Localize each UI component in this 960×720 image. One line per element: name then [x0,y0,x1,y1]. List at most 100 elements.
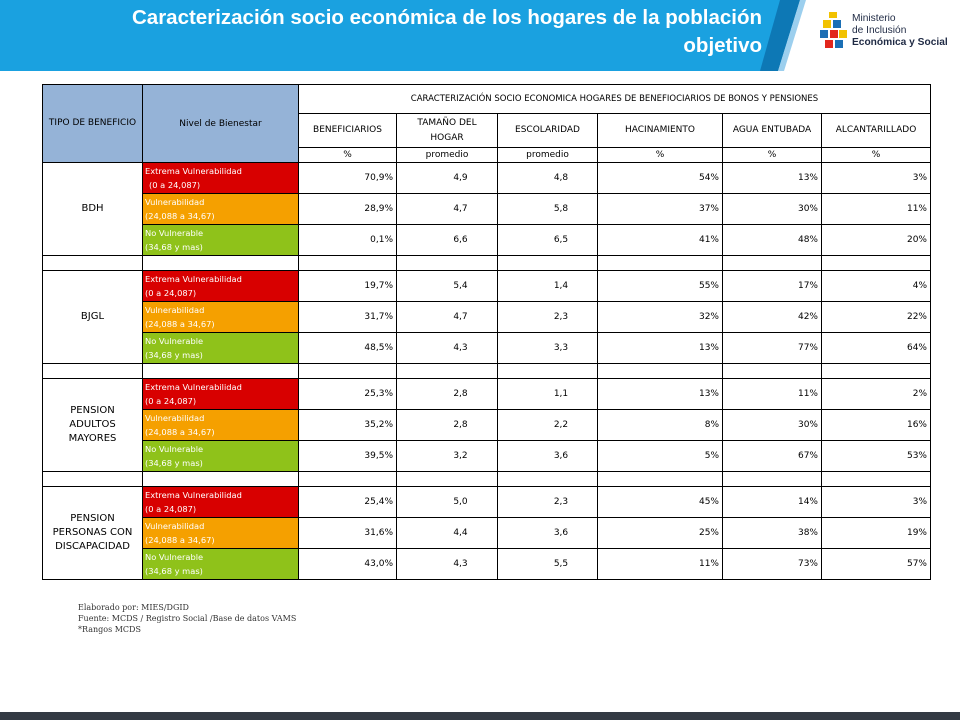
column-header-label: AGUA ENTUBADA [732,125,812,135]
wellbeing-level-range: (34,68 y mas) [145,350,203,360]
value-cell: 6,6 [396,224,498,256]
header-tipo-beneficio-label: TIPO DE BENEFICIO [48,118,137,128]
column-header-3: ESCOLARIDAD [497,113,598,148]
benefit-type-cell: BDH [42,162,143,256]
value-cell: 3,3 [497,332,598,364]
wellbeing-level-range: (34,68 y mas) [145,242,203,252]
wellbeing-level-cell: No Vulnerable (34,68 y mas) [142,224,299,256]
spacer-cell [142,363,299,379]
spacer-cell [722,255,822,271]
value-cell: 53% [821,440,931,472]
value-cell: 4,7 [396,301,498,333]
value-cell: 48% [722,224,822,256]
value-cell: 5,4 [396,270,498,302]
wellbeing-level-name: Extrema Vulnerabilidad [145,274,242,284]
value-cell: 5% [597,440,723,472]
spacer-cell [298,363,397,379]
wellbeing-level-cell: Vulnerabilidad (24,088 a 34,67) [142,409,299,441]
column-header-5: AGUA ENTUBADA [722,113,822,148]
value-cell: 13% [597,332,723,364]
value-cell: 11% [597,548,723,580]
table-row: No Vulnerable (34,68 y mas) 39,5% 3,2 3,6 5% 6… [43,440,931,472]
header-group: CARACTERIZACIÓN SOCIO ECONOMICA HOGARES … [298,84,931,114]
header-nivel-bienestar-label: Nivel de Bienestar [179,118,262,129]
source-notes: Elaborado por: MIES/DGID Fuente: MCDS / … [78,602,296,635]
logo-line2: de Inclusión [852,25,907,36]
value-cell: 13% [722,162,822,194]
note-elaborado: Elaborado por: MIES/DGID [78,603,189,612]
value-cell: 1,1 [497,378,598,410]
value-cell: 19% [821,517,931,549]
column-header-1: BENEFICIARIOS [298,113,397,148]
page-title: Caracterización socio económica de los h… [0,4,762,60]
wellbeing-level-cell: No Vulnerable (34,68 y mas) [142,548,299,580]
spacer-cell [42,363,143,379]
value-cell: 13% [597,378,723,410]
table-row: No Vulnerable (34,68 y mas) 43,0% 4,3 5,5 11%… [43,548,931,580]
value-cell: 35,2% [298,409,397,441]
wellbeing-level-range: (24,088 a 34,67) [145,535,215,545]
spacer-cell [298,255,397,271]
value-cell: 0,1% [298,224,397,256]
note-fuente: Fuente: MCDS / Registro Social /Base de … [78,614,297,623]
unit-cell: promedio [497,147,598,163]
value-cell: 39,5% [298,440,397,472]
value-cell: 43,0% [298,548,397,580]
benefit-type-label: BDH [81,203,104,214]
spacer-cell [142,255,299,271]
benefit-type-label: PENSION PERSONAS CON DISCAPACIDAD [52,513,133,552]
wellbeing-level-cell: Vulnerabilidad (24,088 a 34,67) [142,193,299,225]
value-cell: 17% [722,270,822,302]
value-cell: 11% [821,193,931,225]
footer-bar [0,712,960,720]
header-tipo-beneficio: TIPO DE BENEFICIO [42,84,143,163]
wellbeing-level-name: Vulnerabilidad [145,197,205,207]
header-banner: Caracterización socio económica de los h… [0,0,960,71]
wellbeing-level-name: No Vulnerable [145,444,204,454]
value-cell: 28,9% [298,193,397,225]
header-nivel-bienestar: Nivel de Bienestar [142,84,299,163]
ministry-logo: Ministerio de Inclusión Económica y Soci… [820,10,960,60]
spacer-cell [497,255,598,271]
unit-cell: promedio [396,147,498,163]
value-cell: 54% [597,162,723,194]
wellbeing-level-cell: Extrema Vulnerabilidad (0 a 24,087) [142,486,299,518]
value-cell: 2% [821,378,931,410]
wellbeing-level-range: (0 a 24,087) [145,288,197,298]
value-cell: 8% [597,409,723,441]
table-row: Vulnerabilidad (24,088 a 34,67) 31,7% 4,7 2,… [43,301,931,333]
note-rangos: *Rangos MCDS [78,625,141,634]
wellbeing-level-name: Extrema Vulnerabilidad [145,166,242,176]
value-cell: 37% [597,193,723,225]
value-cell: 4,3 [396,332,498,364]
ministry-logo-text: Ministerio de Inclusión Económica y Soci… [852,13,948,49]
value-cell: 20% [821,224,931,256]
value-cell: 25,4% [298,486,397,518]
wellbeing-level-range: (0 a 24,087) [145,396,197,406]
value-cell: 3,6 [497,517,598,549]
header-group-label: CARACTERIZACIÓN SOCIO ECONOMICA HOGARES … [410,94,819,104]
value-cell: 22% [821,301,931,333]
value-cell: 30% [722,193,822,225]
wellbeing-level-range: (34,68 y mas) [145,566,203,576]
wellbeing-level-cell: Extrema Vulnerabilidad (0 a 24,087) [142,270,299,302]
value-cell: 25% [597,517,723,549]
wellbeing-level-range: (24,088 a 34,67) [145,211,215,221]
benefit-type-label: PENSION ADULTOS MAYORES [68,405,117,444]
unit-cell: % [722,147,822,163]
benefit-type-cell: PENSION PERSONAS CON DISCAPACIDAD [42,486,143,580]
value-cell: 3,6 [497,440,598,472]
unit-cell: % [298,147,397,163]
value-cell: 16% [821,409,931,441]
column-header-4: HACINAMIENTO [597,113,723,148]
value-cell: 2,8 [396,409,498,441]
value-cell: 73% [722,548,822,580]
unit-cell: % [597,147,723,163]
value-cell: 14% [722,486,822,518]
wellbeing-level-name: Extrema Vulnerabilidad [145,490,242,500]
spacer-cell [298,471,397,487]
table-row: Vulnerabilidad (24,088 a 34,67) 31,6% 4,4 3,… [43,517,931,549]
value-cell: 55% [597,270,723,302]
table-row: BDH Extrema Vulnerabilidad (0 a 24,087) 70,… [42,162,931,256]
value-cell: 2,2 [497,409,598,441]
